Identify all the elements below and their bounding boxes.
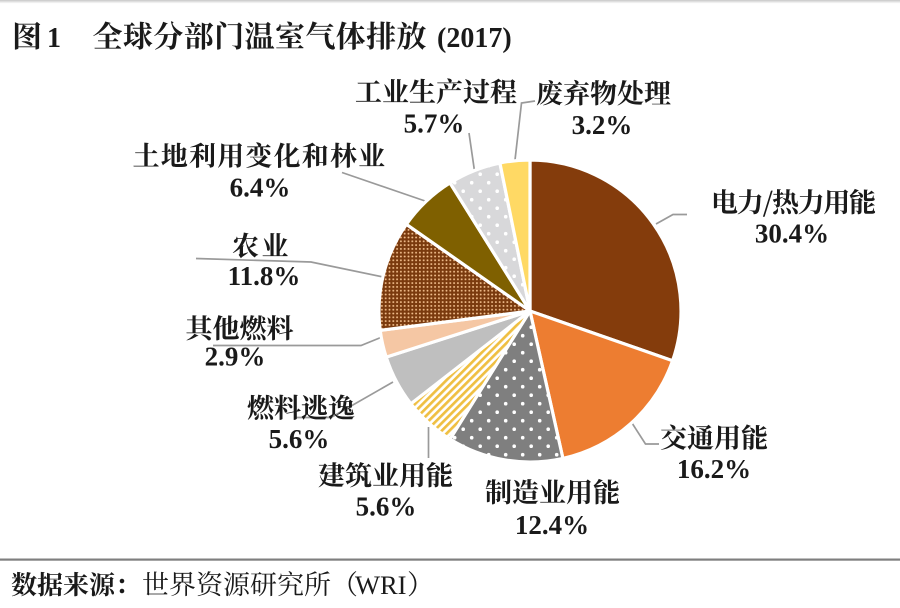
svg-text:5.6%: 5.6%: [356, 492, 417, 522]
svg-text:1: 1: [47, 23, 61, 54]
svg-text:12.4%: 12.4%: [515, 510, 589, 540]
svg-text:5.7%: 5.7%: [404, 109, 465, 139]
svg-text:2.9%: 2.9%: [205, 342, 266, 372]
svg-text:11.8%: 11.8%: [228, 261, 301, 291]
svg-text:16.2%: 16.2%: [677, 454, 751, 484]
svg-text:30.4%: 30.4%: [755, 219, 829, 249]
svg-text:(2017): (2017): [437, 23, 512, 54]
svg-text:6.4%: 6.4%: [230, 173, 291, 203]
svg-text:WRI: WRI: [355, 570, 407, 600]
svg-text:3.2%: 3.2%: [572, 110, 633, 140]
svg-text:5.6%: 5.6%: [269, 424, 330, 454]
